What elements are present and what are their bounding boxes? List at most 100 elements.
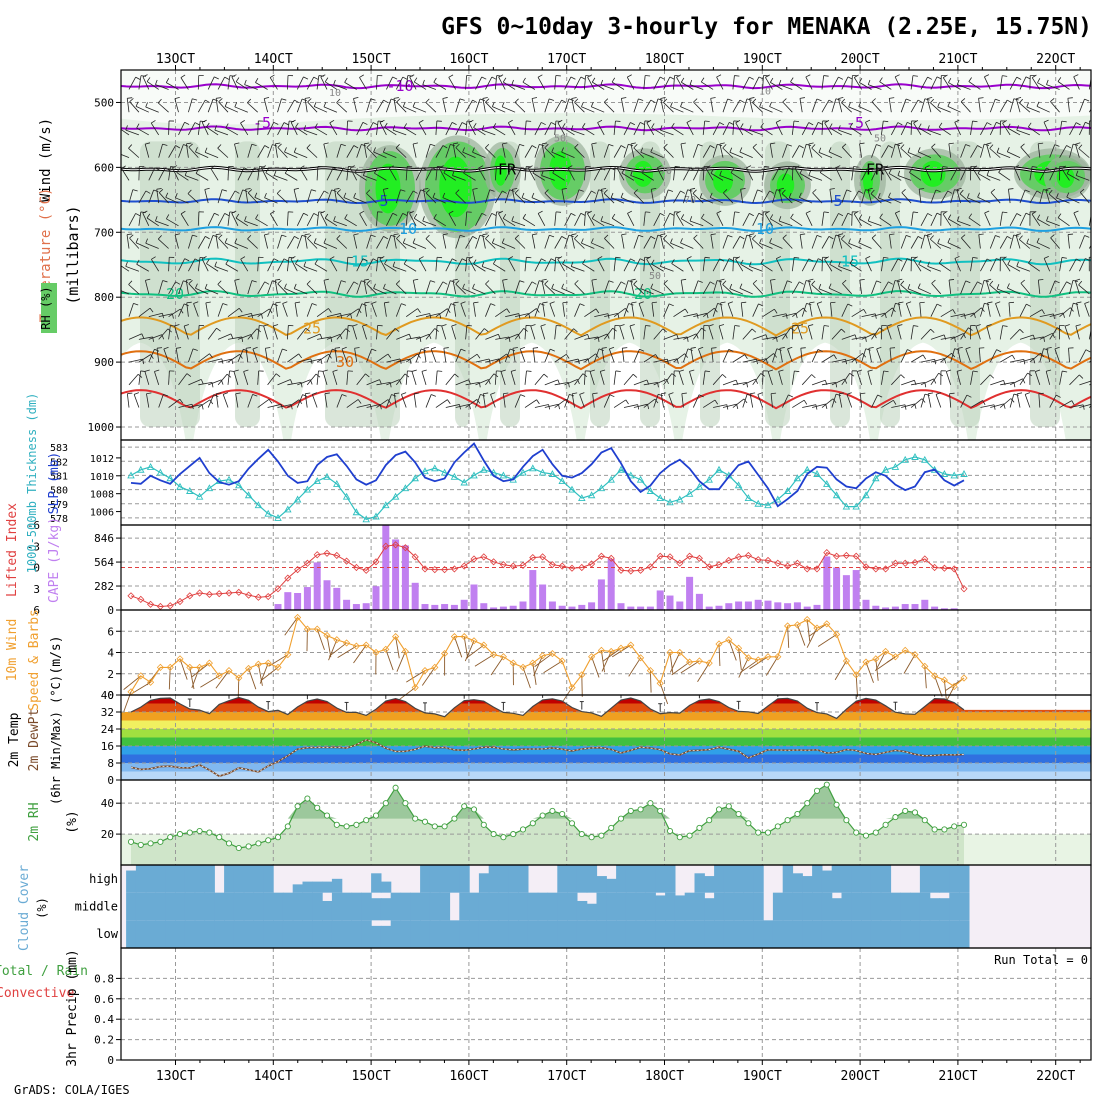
cloud-low-cell [587, 920, 597, 948]
cloud-high-cell [734, 865, 744, 893]
cloud-high-cell [224, 865, 234, 893]
isotherm-label: -5 [846, 114, 864, 132]
wind-barb-flag [1093, 381, 1095, 386]
x-tick-label-top: 17OCT [547, 52, 586, 67]
cloud-low-cell [949, 920, 959, 948]
rh2m-marker [275, 835, 280, 840]
cape-bar [363, 603, 370, 610]
precip-title-2: Convective [0, 986, 74, 1001]
cloud-low-cell [793, 920, 803, 948]
rh2m-marker [756, 830, 761, 835]
rh2m-marker [491, 831, 496, 836]
wind10-barb [216, 671, 229, 689]
rh2m-marker [373, 813, 378, 818]
cloud-low-cell [361, 920, 371, 948]
rh2m-marker [736, 811, 741, 816]
cloud-low-cell [195, 920, 205, 948]
cape-bar [735, 602, 742, 611]
cape-bar [853, 570, 860, 610]
cloud-low-cell [861, 920, 871, 948]
rh2m-marker [393, 785, 398, 790]
x-tick-label-top: 19OCT [743, 52, 782, 67]
wind10-tick-label: 2 [107, 668, 114, 681]
cloud-high-cell [753, 865, 763, 893]
rh2m-marker [569, 821, 574, 826]
cloud-low-cell [224, 920, 234, 948]
cloud-middle-cell [724, 893, 734, 921]
cape-bar [872, 606, 879, 610]
rh2m-marker [256, 841, 261, 846]
rh-bright-blob [777, 173, 795, 197]
cape-bar [725, 603, 732, 610]
cloud-middle-cell [224, 893, 234, 921]
x-tick-label-bottom: 16OCT [449, 1069, 488, 1084]
cloud-low-cell [822, 920, 832, 948]
wind10-barb [544, 661, 563, 673]
cape-bar [588, 602, 595, 610]
rh2m-marker [618, 816, 623, 821]
cloud-high-cell [802, 876, 812, 893]
cloud-middle-cell [234, 893, 244, 921]
cloud-level-label: middle [75, 900, 118, 914]
rh2m-marker [354, 822, 359, 827]
upper-pressure-title: (millibars) [64, 205, 82, 304]
thickness-axis-title: 1000-500mb Thickness (dm) [25, 393, 39, 574]
rh2m-marker [334, 822, 339, 827]
x-tick-label-top: 21OCT [938, 52, 977, 67]
cloud-low-cell [900, 920, 910, 948]
wind10-barb [464, 637, 467, 659]
isotherm-label: -5 [253, 114, 271, 132]
wind10-barb [491, 657, 503, 675]
rh2m-marker [462, 804, 467, 809]
cape-bar [774, 602, 781, 610]
cloud-high-cell [459, 865, 469, 893]
cloud-low-cell [930, 920, 940, 948]
wind10-title-2: Speed & Barbs [27, 609, 42, 711]
rh2m-marker [854, 830, 859, 835]
cloud-low-cell [891, 920, 901, 948]
wind10-barb [475, 655, 494, 667]
cloud-middle-cell [675, 895, 685, 920]
wind10-title-1: 10m Wind [5, 619, 20, 682]
rh2m-marker [442, 824, 447, 829]
wind-barb-flag [259, 325, 264, 326]
cloud-low-cell [185, 920, 195, 948]
cloud-low-cell [469, 920, 479, 948]
cloud-low-cell [567, 920, 577, 948]
cloud-low-cell [851, 920, 861, 948]
cloud-high-cell [724, 865, 734, 893]
cloud-low-cell [744, 920, 754, 948]
cape-bar [902, 604, 909, 610]
cloud-middle-cell [891, 893, 901, 921]
rh2m-marker [785, 818, 790, 823]
cloud-middle-cell [949, 893, 959, 921]
rh2m-title-2: (%) [65, 810, 80, 833]
isotherm-label: 15 [351, 252, 369, 270]
cape-bar [510, 606, 517, 610]
upper-air-panel: -10-5FR51015202530-5FR510152025105070705… [88, 52, 1100, 440]
cloud-middle-cell [587, 904, 597, 921]
wind-barb-flag [1092, 212, 1097, 213]
cape-bar [314, 562, 321, 610]
cloud-low-cell [450, 920, 460, 948]
cloud-middle-cell [371, 898, 381, 920]
cloud-middle-cell [508, 893, 518, 921]
cloud-low-cell [401, 920, 411, 948]
wind10-barb [866, 662, 874, 683]
lifted-axis-title: Lifted Index [5, 503, 20, 597]
cloud-low-cell [832, 920, 842, 948]
cape-bar [912, 604, 919, 610]
wind-barb-flag [616, 257, 621, 258]
cloud-low-cell [783, 920, 793, 948]
rh-contour-label: 50 [874, 133, 886, 144]
slp-tick-label: 1010 [90, 472, 114, 483]
rh2m-marker [863, 833, 868, 838]
cape-bar [921, 600, 928, 610]
rh2m-marker [775, 824, 780, 829]
wind10-barb [422, 667, 435, 685]
rh2m-marker [540, 813, 545, 818]
rh2m-marker [217, 835, 222, 840]
cape-bar [373, 586, 380, 610]
cloud-low-cell [685, 920, 695, 948]
